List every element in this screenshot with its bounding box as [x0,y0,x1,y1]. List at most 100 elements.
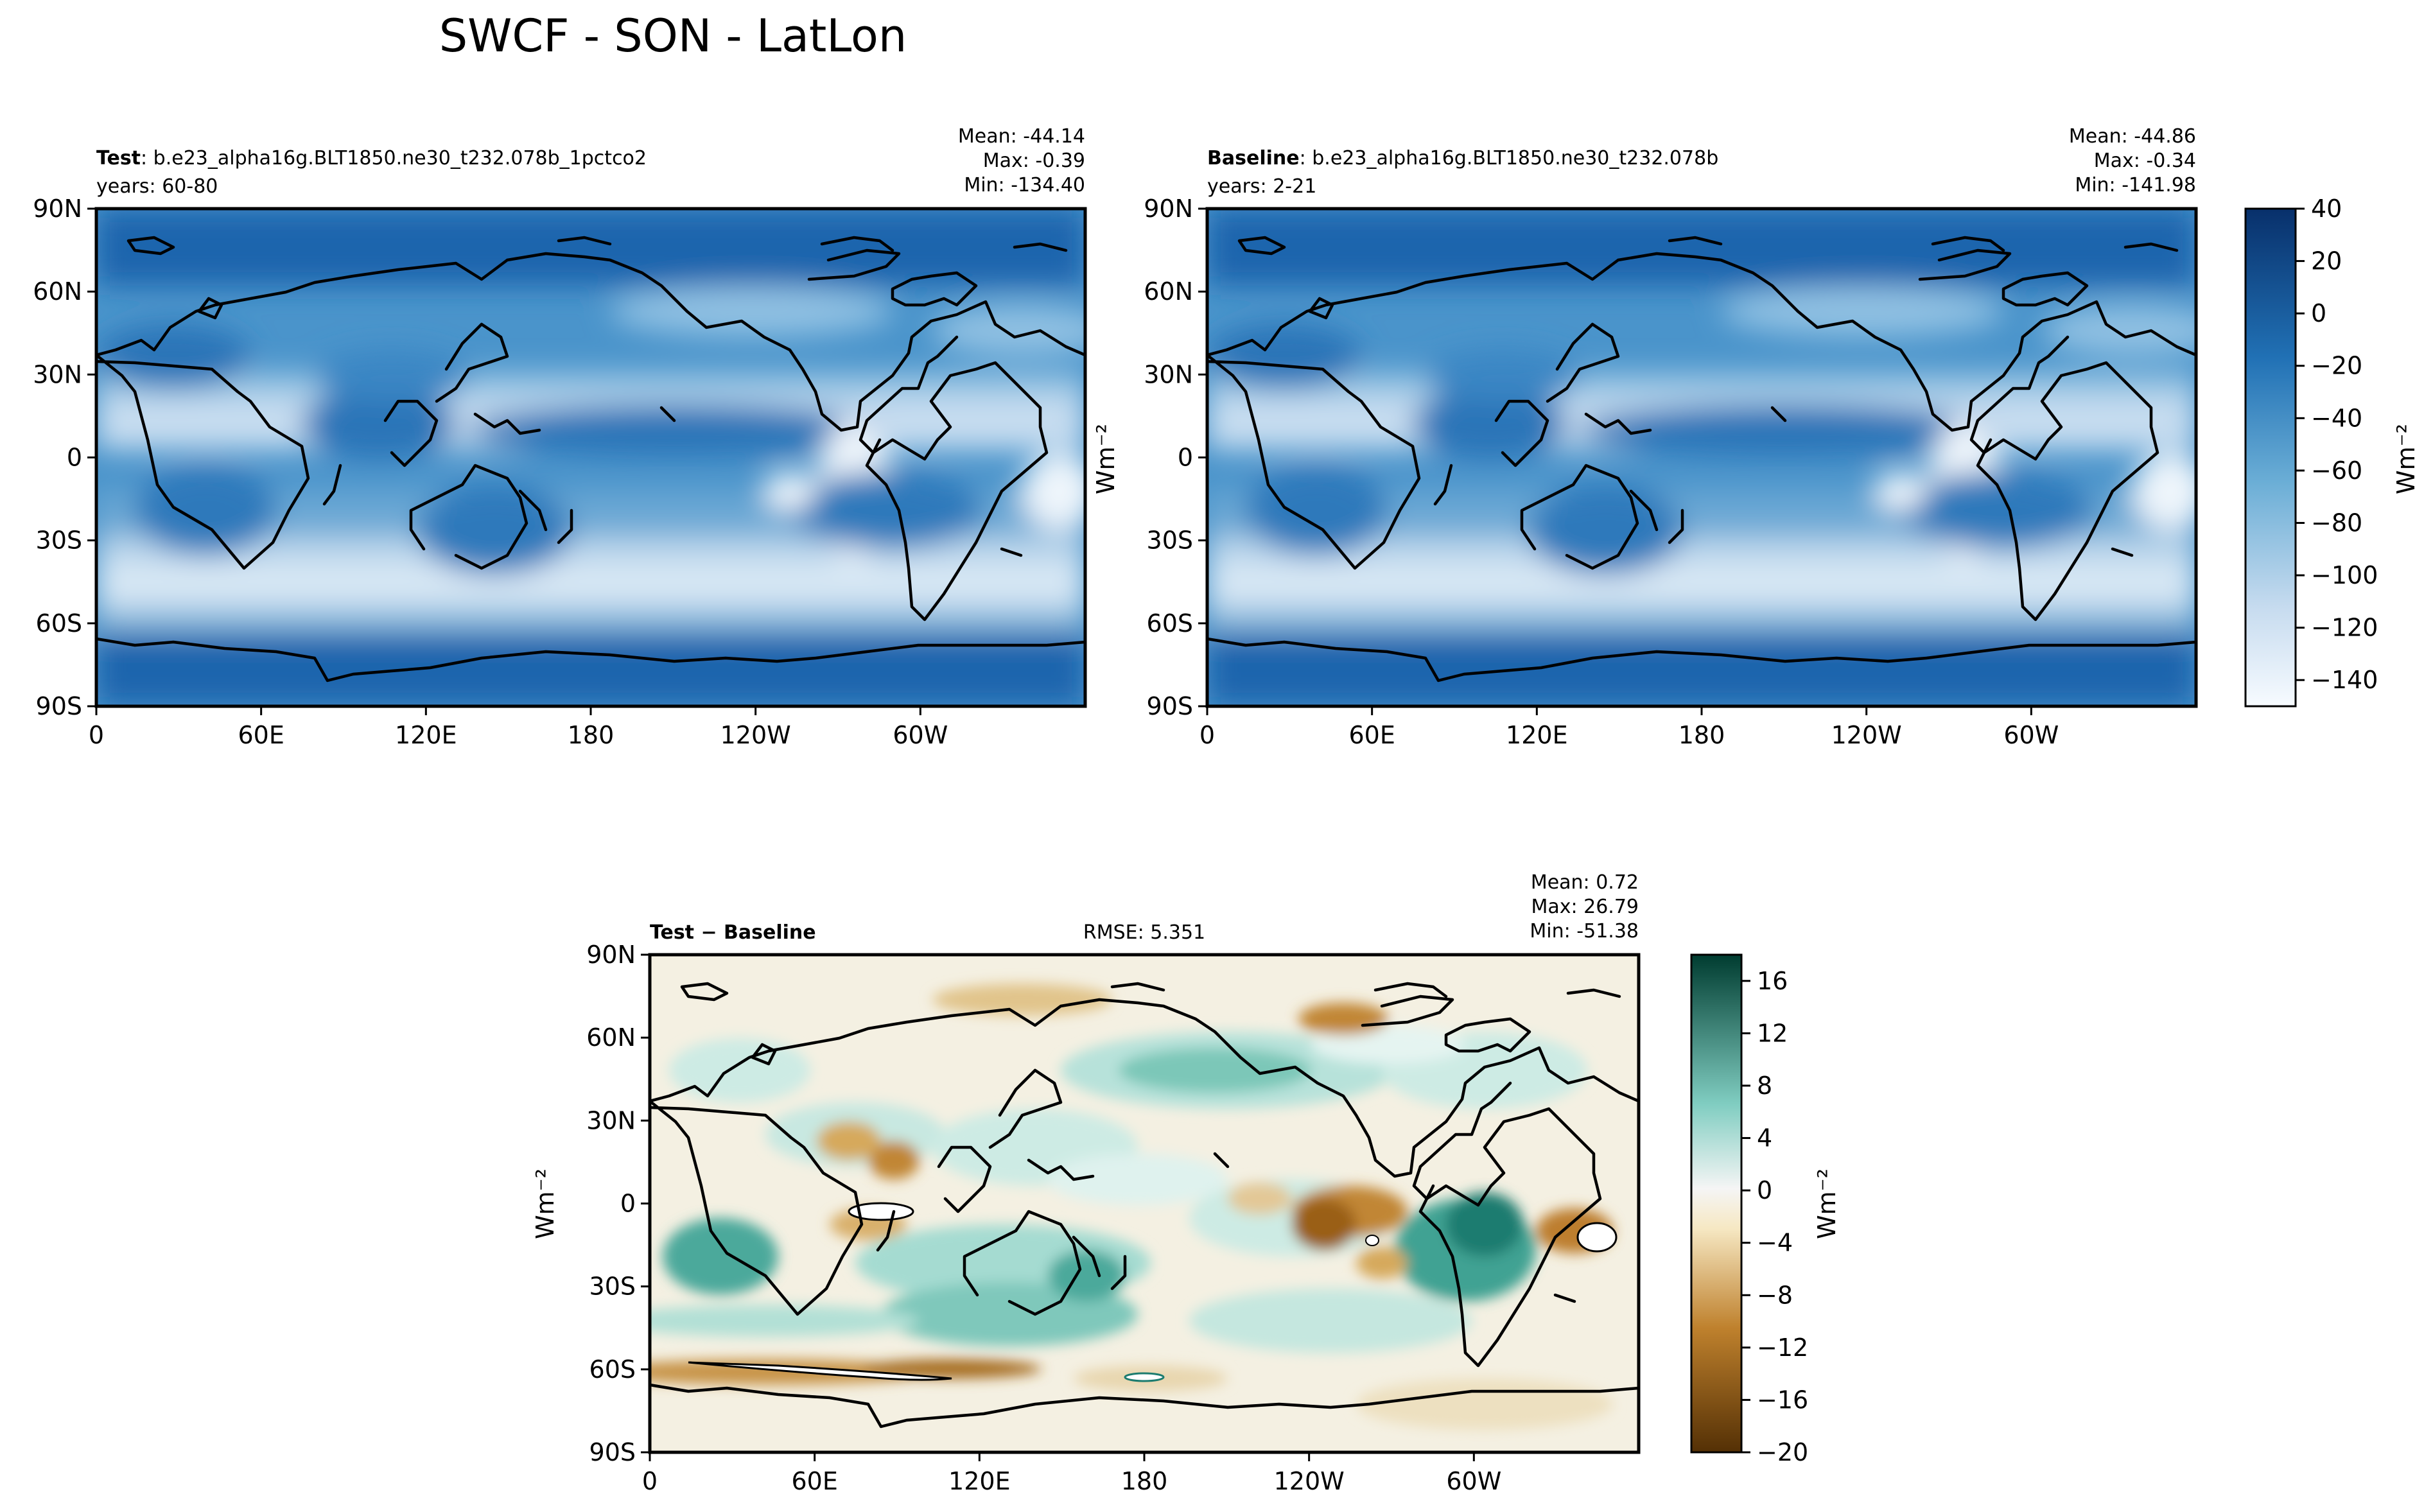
panel-test-field [96,209,1085,706]
colorbar-tick-label: 20 [2311,247,2342,275]
panel-baseline-map [1207,209,2196,706]
x-tick-label: 180 [568,721,615,749]
panel-baseline-label: Baseline: b.e23_alpha16g.BLT1850.ne30_t2… [1207,147,1718,169]
panel-test-coastlines [96,236,1085,682]
colorbar-tick-label: −120 [2311,614,2378,642]
colorbar-tick-label: −40 [2311,404,2362,432]
y-tick-label: 90N [1144,195,1193,223]
panel-difference-label: Test − Baseline [650,921,816,944]
x-tick-label: 0 [642,1467,658,1495]
panel-test-stat-max: Max: -0.39 [983,150,1085,172]
panel-baseline: Baseline: b.e23_alpha16g.BLT1850.ne30_t2… [1092,125,2420,749]
colorbar-clim-bar [2244,207,2297,708]
colorbar-diff-ticks: 16 12 8 4 0 −4 −8 −12 −16 −20 [1741,967,1808,1466]
colorbar-diff-bar [1690,953,1743,1454]
colorbar-tick-label: 0 [2311,299,2326,327]
panel-baseline-label-bold: Baseline [1207,147,1300,169]
x-tick-label: 0 [1199,721,1215,749]
x-tick-label: 60E [1348,721,1395,749]
panel-difference-ylabel: Wm⁻² [531,1169,559,1239]
y-tick-label: 30S [589,1273,636,1301]
colorbar-tick-label: −4 [1757,1229,1793,1257]
panel-test-stat-min: Min: -134.40 [964,174,1085,196]
panel-baseline-field [1207,209,2196,706]
colorbar-clim-label: Wm⁻² [2392,424,2420,494]
y-tick-label: 90N [586,941,636,969]
colorbar-clim-ticks: 40 20 0 −20 −40 −60 −80 −100 −120 −140 [2296,195,2378,694]
panel-difference-stat-mean: Mean: 0.72 [1531,871,1639,894]
x-tick-label: 180 [1121,1467,1168,1495]
x-tick-label: 120E [948,1467,1011,1495]
x-tick-label: 180 [1679,721,1725,749]
panel-difference-stat-max: Max: 26.79 [1531,896,1639,918]
y-tick-label: 90S [1147,692,1193,720]
colorbar-tick-label: 12 [1757,1019,1788,1047]
panel-difference-coastlines [650,982,1639,1429]
colorbar-tick-label: −140 [2311,666,2378,694]
colorbar-tick-label: −80 [2311,508,2362,537]
panel-baseline-stat-max: Max: -0.34 [2094,150,2196,172]
y-tick-label: 90N [33,195,82,223]
y-tick-label: 0 [1178,444,1193,472]
y-tick-label: 60S [36,609,82,638]
colorbar-tick-label: −12 [1757,1334,1808,1362]
panel-baseline-stat-min: Min: -141.98 [2075,174,2196,196]
panel-difference-stat-min: Min: -51.38 [1530,920,1639,943]
colorbar-diff-label: Wm⁻² [1813,1169,1841,1239]
colorbar-tick-label: 0 [1757,1176,1772,1204]
panel-test-years: years: 60-80 [96,175,218,198]
colorbar-tick-label: −20 [2311,352,2362,380]
x-tick-label: 120W [720,721,791,749]
panel-difference-map [650,955,1639,1452]
x-tick-label: 60W [1446,1467,1501,1495]
panel-baseline-label-case: : b.e23_alpha16g.BLT1850.ne30_t232.078b [1300,147,1719,169]
colorbar-tick-label: 4 [1757,1124,1772,1152]
panel-test-stat-mean: Mean: -44.14 [958,125,1085,148]
x-tick-label: 60W [2003,721,2059,749]
y-tick-label: 90S [589,1438,636,1466]
x-tick-label: 120W [1831,721,1902,749]
x-tick-label: 0 [89,721,104,749]
x-tick-label: 60W [893,721,948,749]
y-tick-label: 60S [1147,609,1193,638]
x-tick-label: 120E [395,721,457,749]
panel-test-label-case: : b.e23_alpha16g.BLT1850.ne30_t232.078b_… [141,147,647,169]
colorbar-tick-label: −60 [2311,456,2362,485]
y-tick-label: 0 [620,1190,636,1218]
y-tick-label: 30S [36,526,82,555]
y-tick-label: 30N [1144,360,1193,388]
panel-test-label-bold: Test [96,147,141,169]
panel-difference-rmse: RMSE: 5.351 [1083,921,1205,944]
y-tick-label: 60N [586,1023,636,1052]
colorbar-tick-label: 8 [1757,1072,1772,1100]
y-tick-label: 60N [1144,277,1193,306]
panel-baseline-ylabel: Wm⁻² [1092,424,1120,494]
y-tick-label: 90S [36,692,82,720]
colorbar-tick-label: −8 [1757,1281,1793,1309]
colorbar-tick-label: −20 [1757,1438,1808,1466]
x-tick-label: 60E [238,721,284,749]
y-tick-label: 0 [67,444,82,472]
panel-test-map [96,209,1085,706]
colorbar-diff: 16 12 8 4 0 −4 −8 −12 −16 −20 Wm⁻² [1690,953,1841,1466]
figure-title: SWCF - SON - LatLon [439,10,907,62]
x-tick-label: 60E [791,1467,837,1495]
y-tick-label: 60N [33,277,82,306]
y-tick-label: 30S [1147,526,1193,555]
colorbar-clim: 40 20 0 −20 −40 −60 −80 −100 −120 −140 Wm⁻² [2244,195,2420,708]
panel-baseline-coastlines [1207,236,2196,682]
colorbar-tick-label: 16 [1757,967,1788,995]
panel-baseline-axes: 0 60E 120E 180 120W 60W 90N 60N 30N 0 30S 60S 90S [1144,195,2059,749]
panel-difference-axes: 0 60E 120E 180 120W 60W 90N 60N 30N 0 30S 60S 90S [586,941,1501,1495]
x-tick-label: 120W [1274,1467,1345,1495]
panel-baseline-years: years: 2-21 [1207,175,1316,198]
y-tick-label: 30N [586,1106,636,1134]
panel-baseline-stat-mean: Mean: -44.86 [2069,125,2196,148]
panel-difference-field [650,955,1639,1452]
panel-test-label: Test: b.e23_alpha16g.BLT1850.ne30_t232.0… [96,147,647,169]
y-tick-label: 60S [589,1355,636,1384]
x-tick-label: 120E [1506,721,1568,749]
panel-difference: Test − Baseline RMSE: 5.351 Mean: 0.72 M… [531,871,1841,1495]
panel-test-axes: 0 60E 120E 180 120W 60W 90N 60N 30N 0 30S 60S 90S [33,195,948,749]
